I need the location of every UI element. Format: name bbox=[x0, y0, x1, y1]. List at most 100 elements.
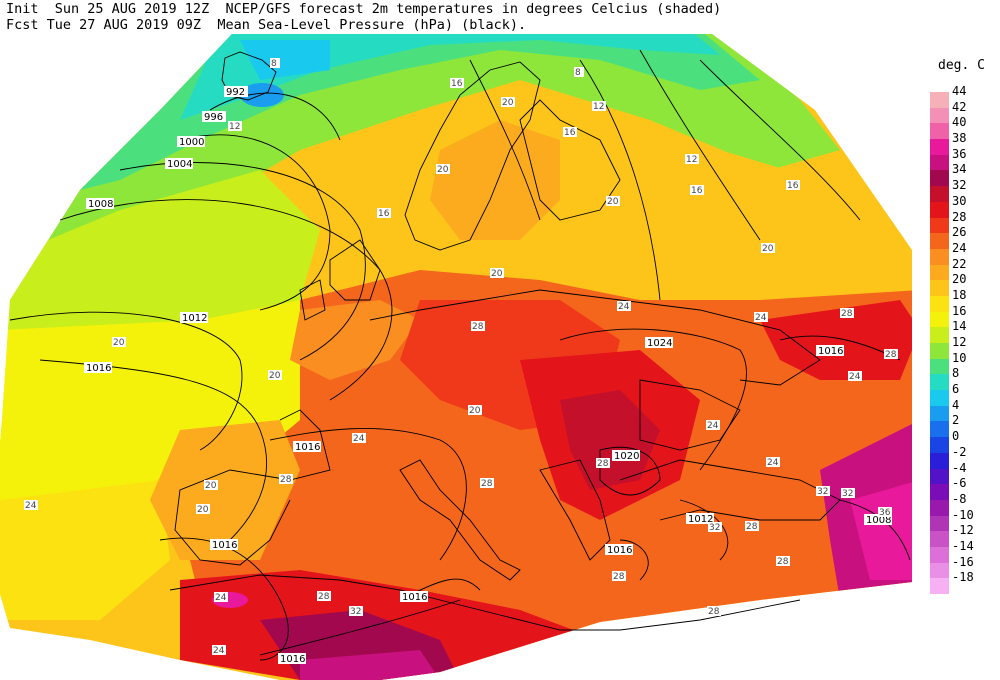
temp-label: 24 bbox=[707, 421, 719, 431]
legend-level-label: -16 bbox=[952, 554, 974, 569]
temp-label: 20 bbox=[762, 244, 774, 254]
temp-label: 16 bbox=[451, 79, 463, 89]
isobar-labels: 992 996 1000 1004 1008 1012 1016 1016 10… bbox=[84, 86, 892, 665]
temp-label: 20 bbox=[205, 481, 217, 491]
isobar-label: 1012 bbox=[688, 514, 713, 525]
temp-label: 24 bbox=[213, 646, 225, 656]
temp-label: 24 bbox=[25, 501, 37, 511]
legend-swatch bbox=[930, 327, 949, 343]
temp-label: 20 bbox=[197, 505, 209, 515]
temp-label: 16 bbox=[787, 181, 799, 191]
isobar-label: 1016 bbox=[212, 540, 237, 551]
legend-level-label: -4 bbox=[952, 460, 967, 475]
legend-swatch bbox=[930, 531, 949, 547]
isobar-label: 1024 bbox=[647, 338, 672, 349]
legend-level-label: 40 bbox=[952, 115, 967, 130]
legend-swatch bbox=[930, 562, 949, 579]
isobar-label: 992 bbox=[226, 87, 245, 98]
legend-swatch bbox=[930, 499, 949, 516]
legend-swatch bbox=[930, 437, 949, 453]
temp-label: 32 bbox=[350, 607, 361, 617]
isobar-label: 1016 bbox=[607, 545, 632, 556]
temp-label: 16 bbox=[691, 186, 703, 196]
temp-label: 20 bbox=[269, 371, 281, 381]
legend-level-label: 16 bbox=[952, 303, 967, 318]
temp-label: 12 bbox=[686, 155, 697, 165]
temp-label: 16 bbox=[564, 128, 576, 138]
legend-level-label: 22 bbox=[952, 256, 967, 271]
legend-swatch bbox=[930, 248, 949, 265]
legend-level-label: 30 bbox=[952, 193, 967, 208]
legend-level-label: -8 bbox=[952, 491, 967, 506]
temp-label: 32 bbox=[817, 487, 828, 497]
legend-swatch bbox=[930, 201, 949, 218]
legend-level-label: 28 bbox=[952, 209, 967, 224]
temperature-labels: 8 12 8 20 16 12 16 12 16 20 20 16 20 16 … bbox=[24, 58, 898, 656]
legend-level-label: -10 bbox=[952, 507, 974, 522]
temp-label: 20 bbox=[607, 197, 619, 207]
isobar-label: 1016 bbox=[295, 442, 320, 453]
temp-label: 24 bbox=[849, 372, 861, 382]
legend-swatch bbox=[930, 452, 949, 469]
legend-swatch bbox=[930, 390, 949, 406]
temp-label: 24 bbox=[618, 302, 630, 312]
legend-swatch bbox=[930, 343, 949, 359]
temp-label: 28 bbox=[885, 350, 897, 360]
legend-level-label: 0 bbox=[952, 429, 960, 444]
legend-level-label: 26 bbox=[952, 225, 967, 240]
temp-label: 24 bbox=[215, 593, 227, 603]
legend-level-label: 8 bbox=[952, 366, 960, 381]
temp-label: 20 bbox=[437, 165, 449, 175]
isobar-label: 1016 bbox=[818, 346, 843, 357]
legend-level-label: 36 bbox=[952, 146, 967, 161]
temp-label: 28 bbox=[746, 522, 758, 532]
temp-label: 28 bbox=[613, 572, 625, 582]
temp-label: 20 bbox=[469, 406, 481, 416]
legend-level-label: 24 bbox=[952, 240, 967, 255]
legend-swatch bbox=[930, 421, 949, 438]
temp-label: 28 bbox=[841, 309, 853, 319]
legend-level-label: 12 bbox=[952, 335, 967, 349]
temp-label: 16 bbox=[378, 209, 390, 219]
temp-label: 32 bbox=[709, 523, 720, 533]
legend-level-label: -14 bbox=[952, 538, 974, 553]
temp-label: 24 bbox=[353, 434, 365, 444]
temp-label: 8 bbox=[575, 68, 581, 78]
chart-header-line-1: Init Sun 25 AUG 2019 12Z NCEP/GFS foreca… bbox=[6, 1, 722, 17]
isobar-label: 1016 bbox=[86, 363, 111, 374]
temp-label: 12 bbox=[229, 122, 240, 132]
temp-label: 28 bbox=[777, 557, 789, 567]
legend-level-label: 34 bbox=[952, 162, 967, 177]
isobar-label: 996 bbox=[204, 112, 223, 123]
legend-swatch bbox=[930, 311, 949, 328]
legend-level-label: 20 bbox=[952, 272, 967, 287]
legend-level-label: 32 bbox=[952, 178, 967, 193]
legend-swatch bbox=[930, 92, 949, 108]
legend-swatch bbox=[930, 515, 949, 532]
temp-label: 28 bbox=[597, 459, 609, 469]
legend-level-label: -6 bbox=[952, 476, 967, 491]
legend-swatch bbox=[930, 170, 949, 187]
legend-level-label: 42 bbox=[952, 99, 967, 114]
legend-swatch bbox=[930, 468, 949, 485]
isobar-label: 1008 bbox=[88, 199, 113, 210]
isobar-label: 1008 bbox=[866, 515, 891, 526]
temp-label: 20 bbox=[491, 269, 503, 279]
legend-swatch bbox=[930, 358, 949, 375]
isobars bbox=[9, 49, 911, 661]
legend-swatch bbox=[930, 186, 949, 202]
temp-label: 32 bbox=[842, 489, 853, 499]
temp-label: 28 bbox=[280, 475, 292, 485]
legend-swatch bbox=[930, 546, 949, 563]
chart-header-line-2: Fcst Tue 27 AUG 2019 09Z Mean Sea-Level … bbox=[6, 17, 527, 33]
legend-swatch bbox=[930, 264, 949, 281]
isobar-label: 1000 bbox=[179, 137, 204, 148]
legend-swatch bbox=[930, 233, 949, 249]
legend-title: deg. C bbox=[938, 58, 985, 73]
legend-swatch bbox=[930, 154, 949, 171]
legend-swatch bbox=[930, 374, 949, 391]
temp-label: 24 bbox=[755, 313, 767, 323]
legend-swatch bbox=[930, 484, 949, 500]
legend-swatch bbox=[930, 295, 949, 312]
temperature-field bbox=[0, 34, 912, 680]
